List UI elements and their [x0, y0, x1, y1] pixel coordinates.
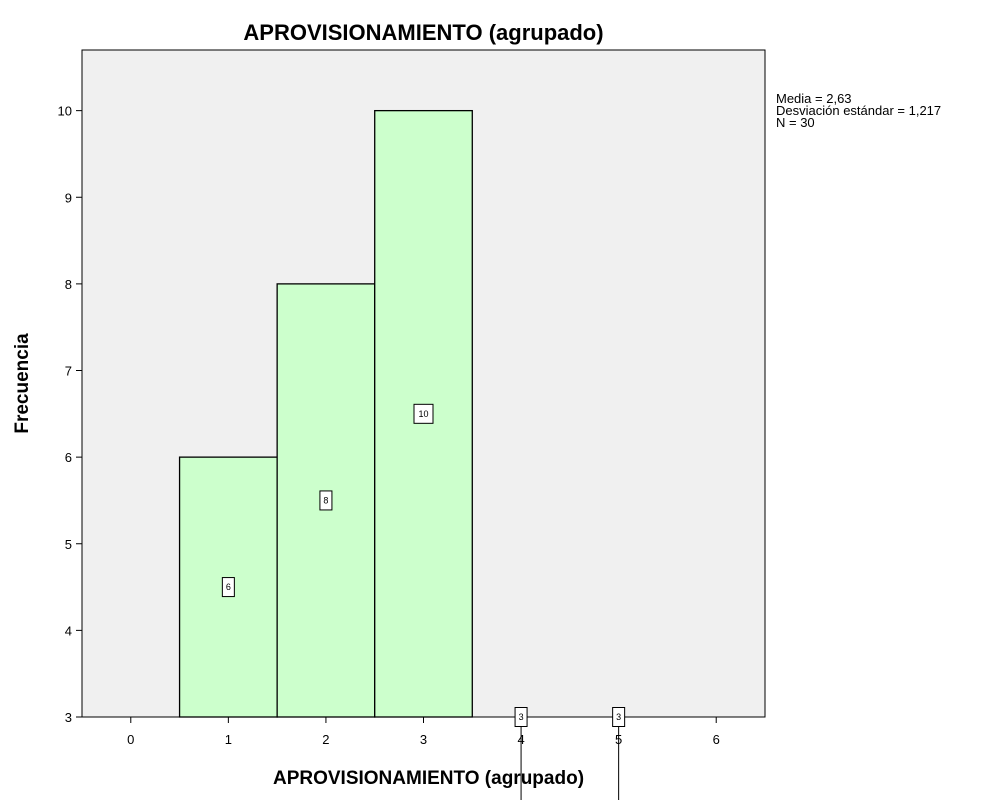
statistics-box: Media = 2,63 Desviación estándar = 1,217…	[776, 91, 941, 130]
x-axis-title: APROVISIONAMIENTO (agrupado)	[273, 768, 584, 789]
data-label-box-3	[413, 403, 434, 424]
x-tick-label: 2	[322, 732, 329, 747]
chart-title: APROVISIONAMIENTO (agrupado)	[243, 20, 603, 45]
data-label-box-1	[221, 577, 235, 598]
x-tick-label: 1	[225, 732, 232, 747]
y-tick-label: 5	[65, 537, 72, 552]
y-tick-label: 3	[65, 710, 72, 725]
x-tick-label: 0	[127, 732, 134, 747]
y-tick-label: 7	[65, 364, 72, 379]
x-tick-label: 3	[420, 732, 427, 747]
y-axis-title: Frecuencia	[12, 333, 33, 434]
data-label-box-5	[612, 707, 626, 727]
y-tick-label: 9	[65, 190, 72, 205]
data-label-3: 10	[418, 409, 428, 419]
y-tick-label: 8	[65, 277, 72, 292]
stats-n: N = 30	[776, 115, 815, 130]
y-tick-label: 6	[65, 450, 72, 465]
data-label-box-2	[319, 490, 333, 511]
x-tick-label: 6	[713, 732, 720, 747]
stats-std-dev: Desviación estándar = 1,217	[776, 103, 941, 118]
data-label-1: 6	[226, 582, 231, 592]
stats-mean: Media = 2,63	[776, 91, 852, 106]
data-label-4: 3	[519, 712, 524, 722]
data-labels-layer: 6 8 10 3 3	[221, 403, 626, 800]
data-label-2: 8	[323, 495, 328, 505]
y-tick-label: 4	[65, 623, 72, 638]
y-tick-label: 10	[58, 104, 72, 119]
data-label-box-4	[514, 707, 528, 727]
data-label-5: 3	[616, 712, 621, 722]
